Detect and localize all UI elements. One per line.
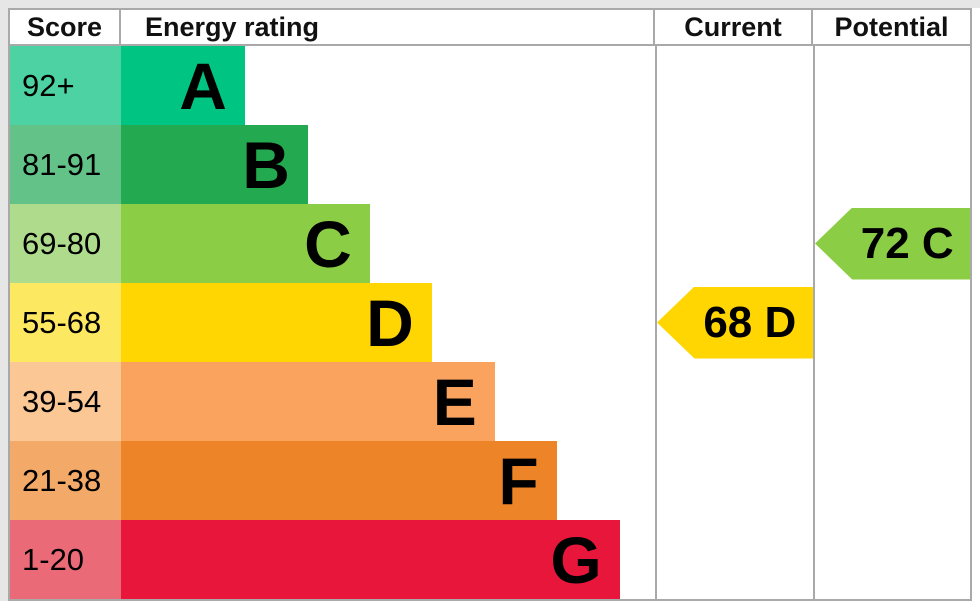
rating-band-row: 21-38 F (10, 441, 970, 520)
current-value-cell (657, 520, 815, 599)
page-top-margin (0, 0, 980, 8)
rating-bar-cell: F (121, 441, 657, 520)
potential-value-cell (815, 520, 970, 599)
current-value-cell (657, 441, 815, 520)
rating-letter: B (242, 127, 290, 202)
potential-rating-arrow: 72 C (815, 207, 970, 280)
chart-header-row: Score Energy rating Current Potential (10, 10, 970, 46)
potential-column-header: Potential (834, 11, 949, 42)
rating-band-row: 92+ A (10, 46, 970, 125)
current-value-cell (657, 204, 815, 283)
rating-band-row: 1-20 G (10, 520, 970, 599)
potential-value-cell (815, 441, 970, 520)
rating-letter: G (550, 522, 602, 597)
score-range-cell: 21-38 (10, 441, 121, 520)
epc-body: 92+ A 81-91 B 69-80 C 72 C 55-68 (10, 46, 970, 599)
score-range-cell: 81-91 (10, 125, 121, 204)
rating-letter: A (179, 48, 227, 123)
potential-value-cell (815, 46, 970, 125)
score-range-cell: 1-20 (10, 520, 121, 599)
potential-value-cell (815, 125, 970, 204)
rating-letter: E (432, 364, 477, 439)
rating-bar-cell: G (121, 520, 657, 599)
current-value-cell (657, 125, 815, 204)
rating-band-row: 81-91 B (10, 125, 970, 204)
rating-bar-cell: C (121, 204, 657, 283)
current-rating-arrow: 68 D (657, 286, 813, 359)
current-column-header: Current (655, 10, 813, 44)
potential-value-cell (815, 362, 970, 441)
rating-bar: B (121, 125, 308, 204)
potential-value-cell: 72 C (815, 204, 970, 283)
rating-band-row: 69-80 C 72 C (10, 204, 970, 283)
rating-bar: F (121, 441, 557, 520)
current-value-cell: 68 D (657, 283, 815, 362)
rating-bar-cell: B (121, 125, 657, 204)
current-value-cell (657, 362, 815, 441)
rating-bar-cell: D (121, 283, 657, 362)
score-range-cell: 92+ (10, 46, 121, 125)
rating-bar-cell: E (121, 362, 657, 441)
score-range-cell: 39-54 (10, 362, 121, 441)
rating-bar-cell: A (121, 46, 657, 125)
rating-letter: C (304, 206, 352, 281)
potential-value-cell (815, 283, 970, 362)
current-value-cell (657, 46, 815, 125)
page-left-margin (0, 0, 8, 601)
rating-bar: A (121, 46, 245, 125)
rating-bar: C (121, 204, 370, 283)
rating-bar: D (121, 283, 432, 362)
score-range-cell: 69-80 (10, 204, 121, 283)
score-column-header: Score (10, 10, 121, 44)
rating-letter: F (498, 443, 539, 518)
rating-band-row: 39-54 E (10, 362, 970, 441)
energy-rating-column-header: Energy rating (121, 10, 655, 44)
rating-band-row: 55-68 D 68 D (10, 283, 970, 362)
rating-letter: D (366, 285, 414, 360)
epc-rating-chart: Score Energy rating Current Potential 92… (8, 8, 972, 601)
score-range-cell: 55-68 (10, 283, 121, 362)
rating-bar: E (121, 362, 495, 441)
rating-bar: G (121, 520, 620, 599)
